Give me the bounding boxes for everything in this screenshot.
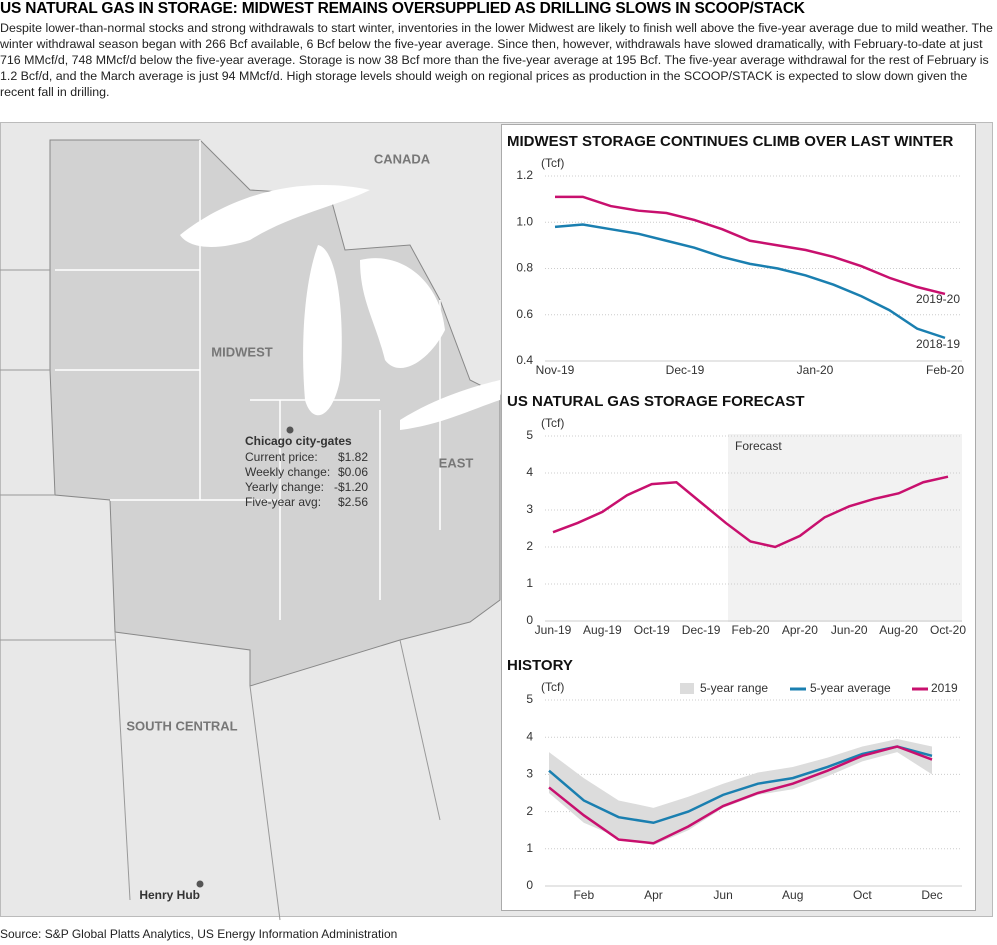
y-tick-label: 1.0 bbox=[516, 214, 533, 228]
line bbox=[548, 745, 933, 845]
x-tick-label: Aug-19 bbox=[583, 623, 622, 637]
chicago-title: Chicago city-gates bbox=[245, 434, 352, 448]
x-tick-label: Jan-20 bbox=[797, 363, 834, 377]
y-tick-label: 3 bbox=[526, 767, 533, 781]
y-tick-label: 0.4 bbox=[516, 353, 533, 367]
x-tick-label: Aug bbox=[782, 888, 803, 902]
x-tick-label: Feb-20 bbox=[731, 623, 769, 637]
region-label: SOUTH CENTRAL bbox=[126, 718, 237, 733]
row-label: Yearly change: bbox=[245, 480, 324, 494]
hub-dot bbox=[286, 426, 294, 434]
hub-label: Henry Hub bbox=[139, 888, 200, 902]
y-axis-label: (Tcf) bbox=[541, 680, 564, 694]
y-tick-label: 0.8 bbox=[516, 261, 533, 275]
x-tick-label: Jun-20 bbox=[831, 623, 868, 637]
series-label: 2019-20 bbox=[916, 292, 960, 306]
x-tick-label: Jun-19 bbox=[535, 623, 572, 637]
outside-borders bbox=[0, 269, 441, 921]
y-tick-label: 4 bbox=[526, 465, 533, 479]
chart-title: US NATURAL GAS STORAGE FORECAST bbox=[507, 393, 805, 410]
source: Source: S&P Global Platts Analytics, US … bbox=[0, 927, 398, 941]
x-tick-label: Apr bbox=[644, 888, 663, 902]
legend-label: 5-year average bbox=[810, 681, 891, 695]
y-tick-label: 0 bbox=[526, 878, 533, 892]
graphic: CANADA MIDWEST EAST SOUTH CENTRAL Henry … bbox=[0, 122, 993, 921]
line bbox=[552, 475, 949, 549]
y-tick-label: 2 bbox=[526, 804, 533, 818]
chart-title: MIDWEST STORAGE CONTINUES CLIMB OVER LAS… bbox=[507, 133, 954, 150]
line bbox=[548, 745, 933, 825]
x-tick-label: Oct-20 bbox=[930, 623, 966, 637]
region-label: EAST bbox=[439, 455, 474, 470]
y-tick-label: 1 bbox=[526, 576, 533, 590]
y-tick-label: 0 bbox=[526, 613, 533, 627]
hub-dot bbox=[196, 880, 204, 888]
x-tick-label: Feb-20 bbox=[926, 363, 964, 377]
lakes bbox=[180, 185, 500, 430]
x-tick-label: Apr-20 bbox=[782, 623, 818, 637]
chicago-table: Current price: $1.82 Weekly change: $0.06 Ye… bbox=[245, 450, 368, 509]
x-tick-label: Aug-20 bbox=[879, 623, 918, 637]
x-tick-label: Oct bbox=[853, 888, 872, 902]
y-tick-label: 3 bbox=[526, 502, 533, 516]
row-value: $0.06 bbox=[338, 465, 368, 479]
row-value: $2.56 bbox=[338, 495, 368, 509]
x-tick-label: Oct-19 bbox=[634, 623, 670, 637]
y-axis-label: (Tcf) bbox=[541, 156, 564, 170]
x-tick-label: Dec-19 bbox=[682, 623, 721, 637]
y-axis-label: (Tcf) bbox=[541, 416, 564, 430]
y-tick-label: 5 bbox=[526, 692, 533, 706]
y-tick-label: 1 bbox=[526, 841, 533, 855]
line bbox=[555, 195, 946, 296]
region-label: MIDWEST bbox=[211, 344, 272, 359]
line bbox=[554, 223, 946, 340]
x-tick-label: Dec-19 bbox=[666, 363, 705, 377]
row-label: Weekly change: bbox=[245, 465, 330, 479]
y-tick-label: 2 bbox=[526, 539, 533, 553]
y-tick-label: 1.2 bbox=[516, 168, 533, 182]
y-tick-label: 0.6 bbox=[516, 307, 533, 321]
region-label: CANADA bbox=[374, 151, 431, 166]
x-tick-label: Nov-19 bbox=[536, 363, 575, 377]
row-value: -$1.20 bbox=[334, 480, 368, 494]
series-label: 2018-19 bbox=[916, 337, 960, 351]
annotation: Forecast bbox=[735, 439, 782, 453]
x-tick-label: Feb bbox=[573, 888, 594, 902]
range-band bbox=[549, 739, 932, 846]
row-value: $1.82 bbox=[338, 450, 368, 464]
body-text: Despite lower-than-normal stocks and str… bbox=[0, 21, 993, 99]
legend-swatch bbox=[680, 683, 694, 694]
forecast-shade bbox=[728, 434, 962, 622]
headline: US NATURAL GAS IN STORAGE: MIDWEST REMAI… bbox=[0, 0, 805, 17]
y-tick-label: 5 bbox=[526, 428, 533, 442]
x-tick-label: Dec bbox=[921, 888, 942, 902]
legend-label: 2019 bbox=[931, 681, 958, 695]
chart-title: HISTORY bbox=[507, 657, 573, 674]
y-tick-label: 4 bbox=[526, 729, 533, 743]
x-tick-label: Jun bbox=[713, 888, 732, 902]
row-label: Five-year avg: bbox=[245, 495, 321, 509]
row-label: Current price: bbox=[245, 450, 318, 464]
state-borders bbox=[55, 140, 441, 620]
legend-label: 5-year range bbox=[700, 681, 768, 695]
